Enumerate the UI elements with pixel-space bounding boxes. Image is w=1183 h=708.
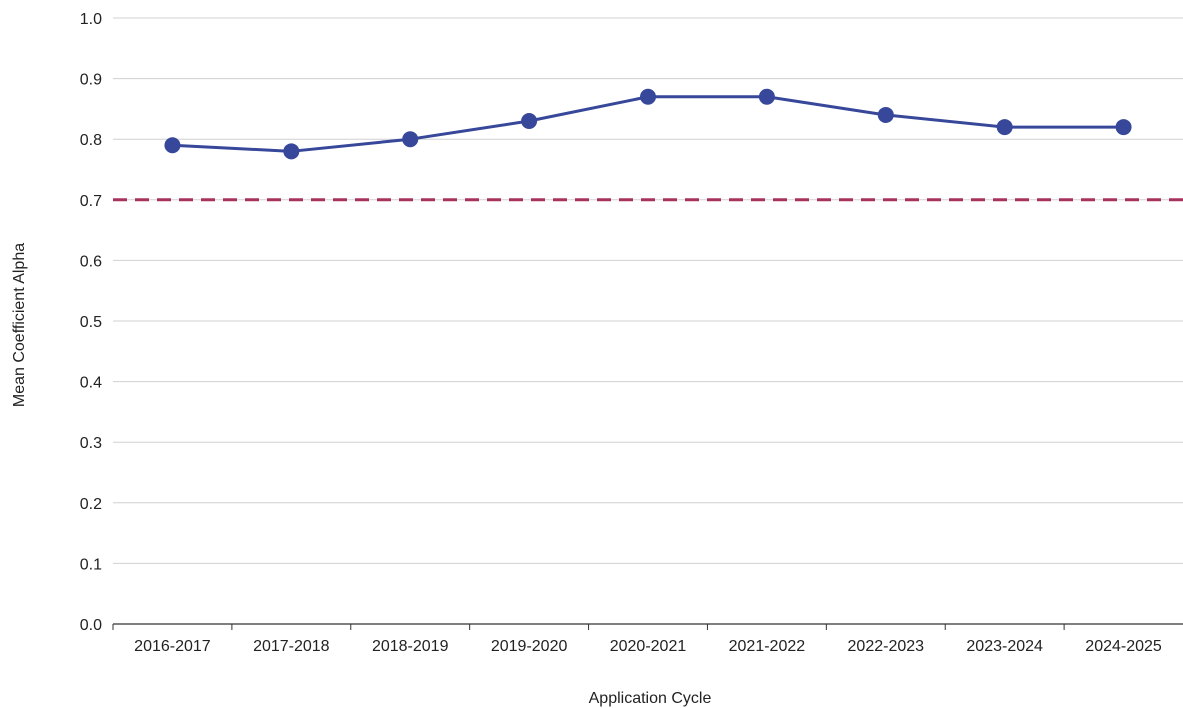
y-tick-label: 1.0	[80, 11, 102, 28]
data-point	[877, 106, 894, 123]
data-point	[521, 113, 538, 130]
x-tick-label: 2017-2018	[253, 638, 330, 655]
y-tick-label: 0.3	[80, 435, 102, 452]
y-tick-label: 0.5	[80, 314, 102, 331]
data-point	[402, 131, 419, 148]
x-tick-label: 2022-2023	[848, 638, 925, 655]
y-axis-ticks: 0.0 0.1 0.2 0.3 0.4 0.5 0.6 0.7 0.8 0.9 1.0	[80, 11, 102, 634]
series-line	[170, 95, 1126, 153]
x-tick-label: 2019-2020	[491, 638, 568, 655]
y-tick-label: 0.0	[80, 617, 102, 634]
y-tick-label: 0.7	[80, 193, 102, 210]
x-tick-label: 2024-2025	[1085, 638, 1162, 655]
x-tick-label: 2018-2019	[372, 638, 449, 655]
data-point	[283, 143, 300, 160]
x-tick-label: 2021-2022	[729, 638, 806, 655]
x-tick-label: 2020-2021	[610, 638, 687, 655]
data-point	[640, 88, 656, 105]
x-tick-label: 2016-2017	[134, 638, 211, 655]
y-tick-label: 0.2	[80, 496, 102, 513]
x-axis-title: Application Cycle	[589, 690, 712, 707]
y-tick-label: 0.8	[80, 132, 102, 149]
data-point	[164, 137, 181, 154]
y-tick-label: 0.9	[80, 72, 102, 89]
data-point	[758, 88, 775, 105]
y-tick-label: 0.1	[80, 556, 102, 573]
x-axis-ticks: 2016-2017 2017-2018 2018-2019 2019-2020 2020…	[112, 624, 1162, 655]
y-tick-label: 0.4	[80, 375, 102, 392]
gridlines	[113, 17, 1183, 625]
series-group	[164, 88, 1132, 160]
data-point	[1115, 119, 1132, 136]
y-tick-label: 0.6	[80, 253, 102, 270]
y-axis-title: Mean Coefficient Alpha	[11, 243, 28, 407]
x-tick-label: 2023-2024	[966, 638, 1043, 655]
data-point	[996, 119, 1013, 136]
